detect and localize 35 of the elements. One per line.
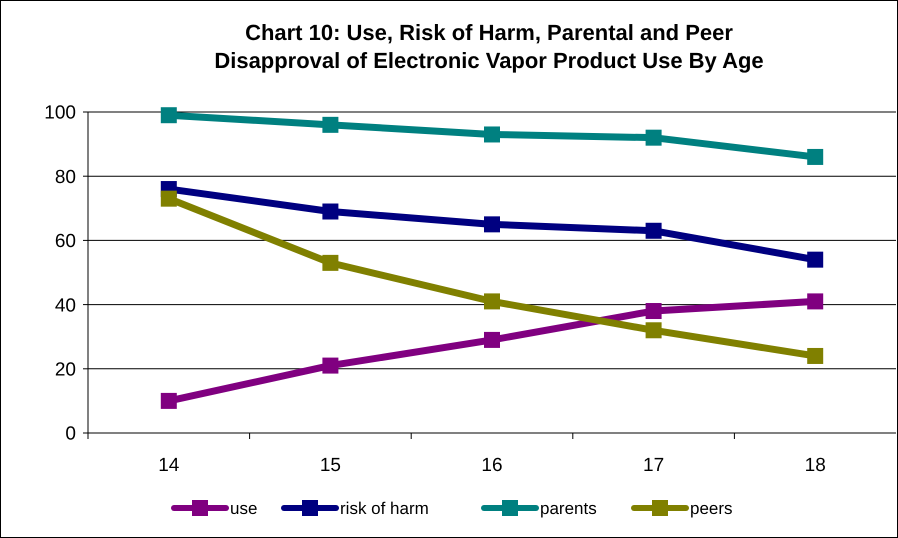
point: [484, 293, 500, 310]
x-tick-label: 16: [481, 455, 503, 476]
legend-label: parents: [540, 498, 597, 518]
chart-title: Chart 10: Use, Risk of Harm, Parental and Peer Disapproval of Electronic Vapor Product Use By Age: [214, 20, 764, 73]
legend-label: peers: [690, 498, 733, 518]
y-tick-label: 40: [54, 295, 76, 316]
point: [646, 303, 662, 320]
point: [646, 222, 662, 239]
point: [322, 116, 338, 133]
point: [807, 348, 824, 364]
y-tick-label: 0: [65, 424, 76, 445]
legend-label: use: [230, 498, 258, 518]
point: [646, 322, 662, 338]
x-tick-label: 14: [158, 455, 180, 476]
point: [484, 332, 500, 348]
point: [322, 358, 338, 374]
point: [484, 216, 500, 232]
point: [160, 190, 177, 207]
y-tick-label: 60: [54, 231, 76, 252]
point: [807, 293, 824, 310]
y-tick-label: 20: [54, 359, 76, 380]
x-tick-label: 15: [320, 455, 341, 476]
point: [160, 392, 177, 409]
point: [646, 130, 662, 146]
point: [322, 204, 338, 220]
legend-label: risk of harm: [340, 498, 429, 518]
x-tick-label: 18: [804, 455, 826, 476]
y-tick-label: 100: [44, 102, 76, 124]
point: [807, 252, 824, 268]
point: [807, 148, 824, 165]
y-tick-label: 80: [54, 166, 76, 188]
point: [484, 126, 500, 142]
point: [160, 107, 177, 124]
x-tick-label: 17: [643, 455, 664, 476]
point: [322, 254, 338, 271]
